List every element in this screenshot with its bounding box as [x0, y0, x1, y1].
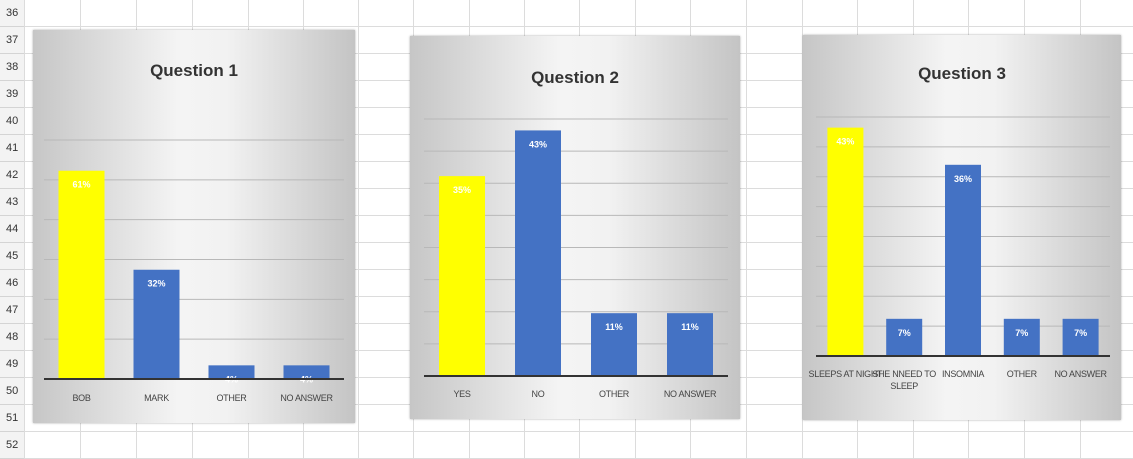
row-header[interactable]: 44 [0, 216, 24, 243]
bar-1[interactable] [133, 269, 180, 379]
category-label: SLEEPS AT NIGHT [809, 369, 883, 379]
row-header[interactable]: 49 [0, 351, 24, 378]
grid-column-line [358, 0, 359, 459]
bar-3[interactable] [283, 365, 330, 379]
chart-question-2[interactable]: Question 2 35% YES 43% NO 11% OTHER 11% NO ANSWE… [410, 36, 740, 419]
grid-row-line [24, 26, 1133, 27]
data-label: 7% [898, 328, 911, 338]
chart-title: Question 3 [918, 64, 1006, 83]
data-label: 7% [1015, 328, 1028, 338]
bar-1[interactable] [515, 130, 561, 376]
row-header[interactable]: 42 [0, 162, 24, 189]
category-label: SLEEP [890, 381, 918, 391]
chart-question-3[interactable]: Question 3 43% SLEEPS AT NIGHT 7% SHE NNEED … [803, 35, 1121, 420]
grid-row-line [24, 431, 1133, 432]
category-label: OTHER [216, 393, 247, 403]
row-header[interactable]: 40 [0, 108, 24, 135]
category-label: NO ANSWER [280, 393, 333, 403]
row-header[interactable]: 51 [0, 405, 24, 432]
data-label: 11% [681, 322, 699, 332]
row-header[interactable]: 45 [0, 243, 24, 270]
grid-column-line [746, 0, 747, 459]
category-label: YES [453, 389, 470, 399]
data-label: 35% [453, 185, 471, 195]
bar-3[interactable] [1003, 318, 1040, 356]
row-header[interactable]: 43 [0, 189, 24, 216]
category-label: NO [532, 389, 545, 399]
row-header[interactable]: 48 [0, 324, 24, 351]
data-label: 32% [147, 279, 165, 289]
category-label: MARK [144, 393, 169, 403]
bar-2[interactable] [208, 365, 255, 379]
bar-3[interactable] [667, 313, 713, 376]
row-header[interactable]: 50 [0, 378, 24, 405]
grid-column-line [802, 0, 803, 459]
category-label: OTHER [1007, 369, 1038, 379]
row-header[interactable]: 46 [0, 270, 24, 297]
bar-4[interactable] [1062, 318, 1099, 356]
data-label: 43% [529, 139, 547, 149]
row-header[interactable]: 37 [0, 27, 24, 54]
category-label: OTHER [599, 389, 630, 399]
row-header[interactable]: 38 [0, 54, 24, 81]
data-label: 7% [1074, 328, 1087, 338]
chart-question-2-plot: Question 2 35% YES 43% NO 11% OTHER 11% NO ANSWE… [424, 68, 728, 399]
category-label: INSOMNIA [942, 369, 984, 379]
row-header[interactable]: 52 [0, 432, 24, 459]
row-header[interactable]: 36 [0, 0, 24, 27]
chart-question-3-plot: Question 3 43% SLEEPS AT NIGHT 7% SHE NNEED … [809, 64, 1110, 391]
data-label: 61% [72, 180, 90, 190]
data-label: 36% [954, 174, 972, 184]
row-header[interactable]: 41 [0, 135, 24, 162]
chart-title: Question 1 [150, 61, 238, 80]
bar-2[interactable] [591, 313, 637, 376]
grid-column-line [24, 0, 25, 459]
bar-0[interactable] [827, 127, 864, 356]
chart-title: Question 2 [531, 68, 619, 87]
data-label: 11% [605, 322, 623, 332]
bar-0[interactable] [58, 170, 105, 379]
category-label: SHE NNEED TO [872, 369, 936, 379]
category-label: NO ANSWER [1054, 369, 1107, 379]
bar-1[interactable] [886, 318, 923, 356]
row-header[interactable]: 47 [0, 297, 24, 324]
category-label: BOB [72, 393, 90, 403]
category-label: NO ANSWER [664, 389, 717, 399]
data-label: 43% [836, 137, 854, 147]
row-header[interactable]: 39 [0, 81, 24, 108]
bar-0[interactable] [439, 176, 485, 376]
bar-2[interactable] [945, 164, 981, 356]
